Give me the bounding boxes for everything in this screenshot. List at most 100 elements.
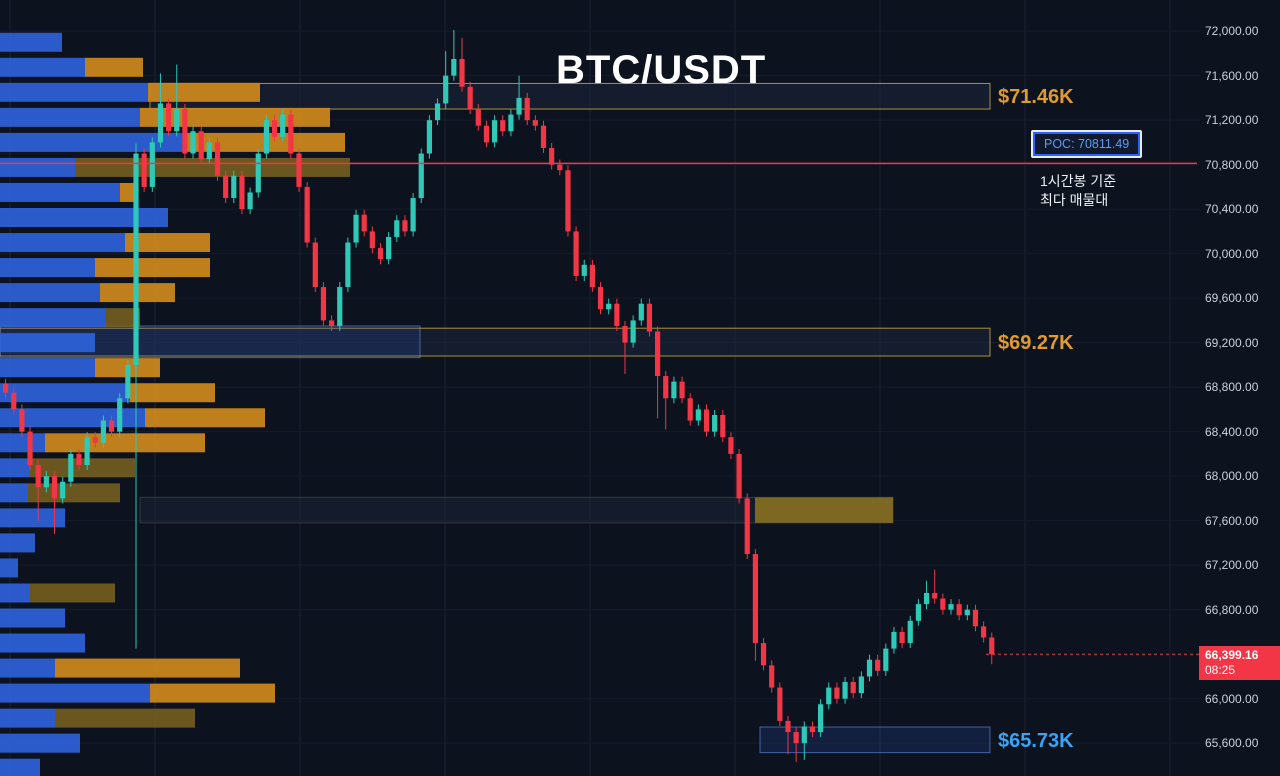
volume-profile-bar-sell [95,258,210,278]
price-zone[interactable] [755,497,893,523]
candle-body [744,498,750,555]
candle-body [866,659,873,677]
volume-profile-bar-sell [55,708,195,728]
symbol-title: BTC/USDT [556,48,767,92]
candle-body [883,648,889,671]
candle-body [540,125,547,148]
candle-body [190,131,196,154]
candle-body [100,420,106,443]
candle-body [51,476,58,499]
volume-profile-bar-sell [55,658,240,678]
annotation-line-1: 1시간봉 기준 [1040,173,1117,189]
y-axis-label: 72,000.00 [1205,24,1259,39]
candle-body [149,142,155,187]
candle-body [337,287,343,326]
volume-profile-bar-buy [0,658,55,678]
candle-body [915,604,921,621]
candle-body [174,109,180,132]
poc-annotation: 1시간봉 기준 최다 매물대 [1040,172,1116,210]
volume-profile-bar-sell [130,383,215,403]
candle-body [818,704,824,733]
volume-profile-bar-buy [0,533,35,553]
candle-body [899,631,905,644]
candle-body [703,409,710,432]
price-zone[interactable] [149,82,991,110]
y-axis-label: 70,000.00 [1205,246,1259,261]
candle-body [223,175,229,199]
volume-profile-bar-sell [150,683,275,703]
zone-price-label: $71.46K [998,86,1074,108]
candle-body [777,687,783,721]
candle-body [92,437,98,443]
candle-body [671,381,677,399]
candle-body [255,153,261,193]
candle-body [964,609,970,616]
candle-body [125,364,131,399]
volume-profile-bar-buy [0,508,65,528]
volume-profile-bar-buy [0,733,80,753]
candle-body [76,453,82,466]
candle-body [940,598,946,610]
candle-body [687,398,693,421]
candle-body [589,264,595,288]
candle-body [410,198,416,232]
poc-tooltip[interactable]: POC: 70811.49 [1031,130,1143,158]
volume-profile-bar-sell [75,157,350,177]
volume-profile-bar-buy [0,483,28,503]
candle-body [638,303,644,321]
candle-body [27,431,33,466]
candle-body [524,97,530,121]
candle-body [695,409,701,421]
candle-body [133,153,139,365]
candle-body [573,231,579,276]
y-axis-label: 70,400.00 [1205,202,1259,217]
volume-profile-bar-buy [0,583,30,603]
volume-profile-bar-buy [0,358,95,378]
last-price-badge: 66,399.16 08:25 [1199,646,1280,681]
volume-profile-bar-sell [105,308,140,328]
y-axis-label: 65,600.00 [1205,736,1259,751]
candlestick-series [3,30,995,763]
candle-body [492,120,498,143]
volume-profile-bar-buy [0,283,100,303]
candle-body [43,476,49,488]
volume-profile-bar-sell [30,458,135,478]
y-axis-label: 70,800.00 [1205,157,1259,172]
candle-body [989,637,995,655]
y-axis-label: 67,600.00 [1205,513,1259,528]
candle-body [288,114,294,154]
price-chart-canvas[interactable]: $71.46K $69.27K $65.73K [0,0,1200,776]
y-axis-label: 66,800.00 [1205,602,1259,617]
candle-body [443,75,449,104]
candle-body [850,681,856,694]
candle-body [263,120,269,154]
candle-body [377,248,384,260]
candle-body [312,242,318,288]
candle-body [679,381,685,399]
candle-body [728,437,734,454]
candle-body [84,437,90,466]
candle-body [834,687,840,699]
volume-profile-bar-sell [125,233,210,253]
candle-body [622,325,628,343]
volume-profile-bar-buy [0,433,45,453]
volume-profile-bar-buy [0,408,145,428]
y-axis-label: 68,000.00 [1205,469,1259,484]
price-zone[interactable] [0,327,991,357]
volume-profile-bar-sell [30,583,115,603]
volume-profile-bar-buy [0,308,105,328]
volume-profile-bar-buy [0,558,18,578]
volume-profile-bar-buy [0,458,30,478]
volume-profile-bar-buy [0,132,183,152]
candle-body [712,414,718,432]
candle-body [198,131,204,160]
candle-body [68,453,74,482]
candle-body [557,164,563,171]
candle-body [418,153,424,199]
volume-profile-bar-sell [120,182,135,202]
candle-body [532,120,538,126]
candle-body [614,303,620,326]
y-axis[interactable]: 72,000.00 71,600.00 71,200.00 70,800.00 70,4… [1200,0,1280,776]
candle-body [320,287,327,321]
